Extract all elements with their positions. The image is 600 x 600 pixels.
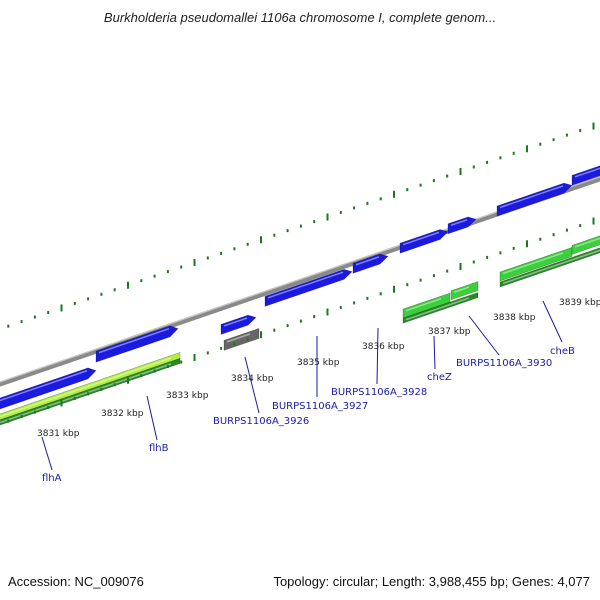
burps3930-cds: [447, 216, 477, 235]
feature-gloss: [499, 185, 564, 209]
scale-label-3836: 3836 kbp: [362, 342, 405, 352]
green-light-feature-b: [450, 281, 479, 301]
outer-tick-track: [7, 122, 595, 328]
scale-label-3837: 3837 kbp: [428, 327, 471, 337]
green-dark-feature-left: [0, 358, 181, 426]
leader-line-BURPS1106A_3928: [376, 327, 379, 385]
cheb-cds: [496, 182, 573, 217]
scale-label-3838: 3838 kbp: [493, 313, 536, 323]
feature-gloss: [226, 333, 251, 343]
leader-line-BURPS1106A_3930: [468, 315, 500, 356]
gene-label-BURPS1106A_3926: BURPS1106A_3926: [213, 416, 309, 427]
green-light-feature-d: [571, 235, 600, 255]
burps3928-cds: [352, 253, 389, 274]
flhB-cds: [95, 325, 179, 363]
gene-label-cheZ: cheZ: [427, 372, 452, 383]
feature-track: [0, 165, 600, 426]
gene-label-flhB: flhB: [149, 443, 169, 454]
feature-gloss: [355, 256, 380, 266]
feature-gloss: [0, 357, 172, 418]
scale-label-3834: 3834 kbp: [231, 374, 274, 384]
next-cds: [571, 165, 600, 186]
scale-label-3833: 3833 kbp: [166, 391, 209, 401]
chez-cds: [399, 229, 449, 254]
feature-gloss: [223, 317, 248, 327]
scale-label-3831: 3831 kbp: [37, 429, 80, 439]
feature-gloss: [450, 219, 468, 226]
burps3927-cds: [264, 269, 353, 307]
accession-text: Accession: NC_009076: [8, 574, 144, 589]
map-title: Burkholderia pseudomallei 1106a chromoso…: [103, 10, 497, 25]
feature-gloss: [402, 231, 440, 246]
leader-line-flhB: [146, 395, 158, 441]
gray-feature: [223, 328, 260, 351]
gene-label-BURPS1106A_3928: BURPS1106A_3928: [331, 387, 427, 398]
gene-label-BURPS1106A_3930: BURPS1106A_3930: [456, 358, 552, 369]
gene-label-BURPS1106A_3927: BURPS1106A_3927: [272, 401, 368, 412]
leader-line-cheB: [542, 300, 563, 343]
feature-gloss: [267, 271, 344, 299]
flhA-cds: [0, 367, 97, 410]
feature-gloss: [405, 297, 470, 321]
gene-label-flhA: flhA: [42, 473, 62, 484]
feature-gloss: [453, 286, 470, 293]
feature-gloss: [0, 370, 88, 402]
gene-labels: flhA flhB BURPS1106A_3926 BURPS1106A_3927 BU…: [41, 300, 575, 484]
leader-line-BURPS1106A_3926: [244, 356, 260, 414]
leader-line-cheZ: [433, 335, 436, 370]
green-light-feature-c: [499, 246, 573, 282]
genome-summary-text: Topology: circular; Length: 3,988,455 bp…: [273, 574, 590, 589]
gene-label-cheB: cheB: [550, 346, 575, 357]
feature-gloss: [574, 167, 600, 178]
feature-gloss: [502, 252, 564, 275]
scale-label-3839: 3839 kbp: [559, 298, 600, 308]
feature-gloss: [405, 297, 442, 312]
feature-gloss: [574, 237, 600, 248]
scale-labels: 3831 kbp 3832 kbp 3833 kbp 3834 kbp 3835 kbp…: [37, 298, 600, 439]
burps3926-cds: [220, 314, 257, 335]
scale-label-3832: 3832 kbp: [101, 409, 144, 419]
green-dark-feature-right: [499, 247, 600, 288]
feature-gloss: [98, 327, 170, 354]
scale-label-3835: 3835 kbp: [297, 358, 340, 368]
feature-gloss: [502, 249, 600, 285]
leader-line-flhA: [41, 436, 53, 471]
green-dark-feature-mid: [402, 292, 479, 324]
feature-gloss: [0, 363, 172, 424]
inner-tick-track: [7, 217, 595, 423]
